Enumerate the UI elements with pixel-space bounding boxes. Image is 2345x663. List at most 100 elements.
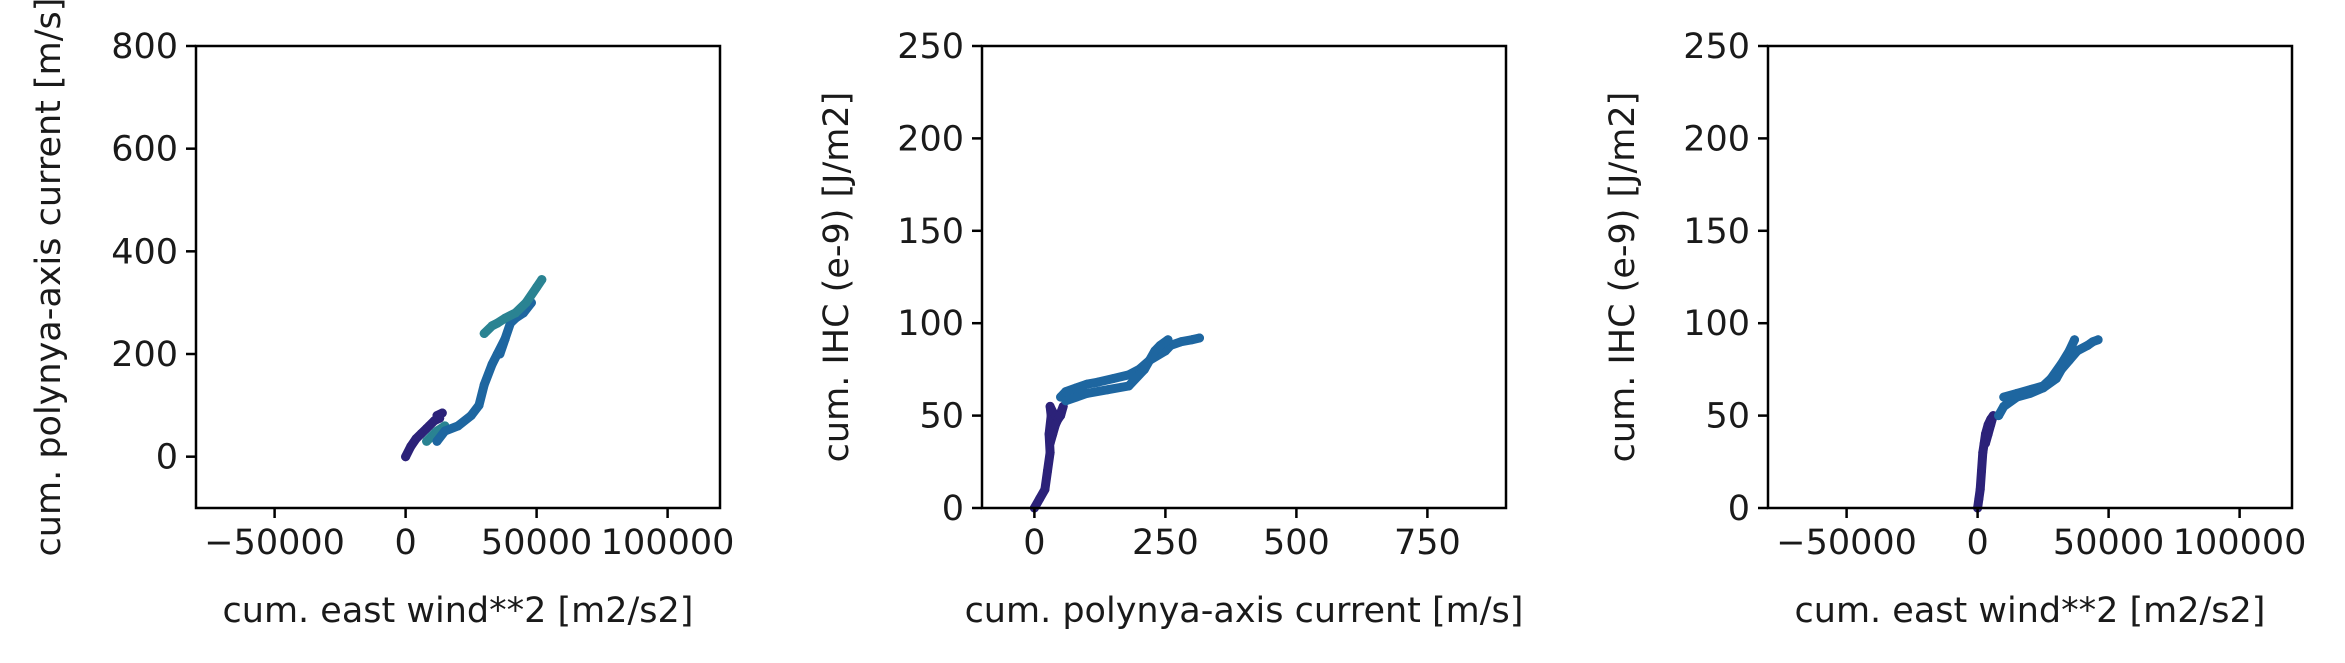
- panel-3-ytick-label: 100: [1683, 304, 1750, 344]
- panel-2-series-3-point: [1163, 335, 1173, 345]
- panel-2-series-1-point: [1055, 411, 1065, 421]
- panel-3-xlabel: cum. east wind**2 [m2/s2]: [1795, 591, 2266, 631]
- panel-1-series-3-point: [495, 349, 505, 359]
- panel-3-series-1-point: [1975, 485, 1985, 494]
- panel-1-series-1-point: [401, 452, 411, 462]
- panel-2: 0 250 500 750 0 50 100 150 200 250 cum. polynya-…: [817, 27, 1523, 631]
- panel-3-series-1-point: [1977, 466, 1986, 476]
- panel-3-series-1-point: [1978, 448, 1988, 458]
- panel-3-ylabel: cum. IHC (e-9) [J/m2]: [1603, 92, 1643, 463]
- panel-2-series-2-point: [1176, 337, 1186, 347]
- panel-2-ytick-label: 200: [897, 119, 964, 159]
- panel-3-series-3-point: [2056, 359, 2066, 369]
- panel-1-ytick-label: 400: [111, 232, 178, 272]
- panel-3-ytick-label: 0: [1728, 489, 1750, 529]
- panel-2-yticks: 0 50 100 150 200 250: [897, 27, 982, 529]
- panel-2-ytick-label: 50: [919, 397, 964, 437]
- panel-1-ytick-label: 800: [111, 27, 178, 67]
- panel-1-series-3-point: [474, 400, 484, 410]
- panel-1-series-3-point: [453, 421, 463, 431]
- panel-2-ytick-label: 250: [897, 27, 964, 67]
- panel-2-series-1-point: [1045, 448, 1055, 458]
- panel-3-series-1-point: [1983, 429, 1993, 439]
- panel-1-xtick-label: 100000: [601, 523, 735, 563]
- panel-3-series-1-point: [1974, 494, 1984, 504]
- panel-1-yticks: 0 200 400 600 800: [111, 27, 196, 478]
- panel-1-series-4-point: [500, 313, 510, 323]
- panel-1-xticks: −50000 0 50000 100000: [204, 508, 734, 563]
- panel-1-series-3-point: [466, 411, 476, 421]
- panel-3-series-2-point: [1999, 401, 2009, 411]
- panel-2-xtick-label: 500: [1263, 523, 1330, 563]
- panel-1-series-4-point: [479, 329, 489, 338]
- panel-2-xtick-label: 750: [1394, 523, 1461, 563]
- panel-3-series-3-point: [2070, 335, 2079, 345]
- panel-2-series-3-point: [1124, 381, 1134, 391]
- panel-1-ytick-label: 0: [156, 438, 178, 478]
- panel-3-ytick-label: 250: [1683, 27, 1750, 67]
- panel-2-series-1-point: [1035, 494, 1045, 504]
- panel-2-ylabel: cum. IHC (e-9) [J/m2]: [817, 92, 857, 463]
- panel-1-series-1-point: [406, 441, 416, 451]
- panel-3-series-3-point: [2046, 374, 2056, 384]
- panel-3-series-3-point: [1999, 392, 2009, 402]
- panel-3-ytick-label: 200: [1683, 119, 1750, 159]
- panel-3-xtick-label: −50000: [1776, 523, 1917, 563]
- panel-3-series-1: [1973, 411, 1998, 513]
- panel-1-xlabel: cum. east wind**2 [m2/s2]: [223, 591, 694, 631]
- panel-1-xtick-label: −50000: [204, 523, 345, 563]
- panel-2-xticks: 0 250 500 750: [1023, 508, 1461, 563]
- panel-1-frame: [194, 44, 722, 510]
- panel-2-series-1-point: [1040, 485, 1050, 494]
- panel-1-series-4-point: [521, 298, 531, 308]
- panel-3-ytick-label: 150: [1683, 212, 1750, 252]
- panel-1-series-3-point: [479, 380, 489, 390]
- panel-2-xlabel: cum. polynya-axis current [m/s]: [965, 591, 1524, 631]
- panel-1-data: [401, 275, 547, 462]
- panel-1-series-3-point: [432, 436, 442, 446]
- panel-1-series-3-point: [487, 359, 497, 369]
- panel-3-series-3-point: [2012, 388, 2022, 398]
- panel-1-series-3-point: [440, 426, 450, 436]
- panel-2-series-3-point: [1103, 385, 1113, 395]
- panel-3-series-1-point: [1981, 438, 1990, 448]
- panel-3-series-3-point: [2038, 381, 2048, 391]
- panel-3-xtick-label: 0: [1966, 523, 1988, 563]
- panel-2-series-1-point: [1043, 466, 1052, 476]
- panel-1-ylabel: cum. polynya-axis current [m/s]: [29, 0, 69, 556]
- panel-2-xtick-label: 250: [1132, 523, 1199, 563]
- panel-3-yticks: 0 50 100 150 200 250: [1683, 27, 1768, 529]
- panel-1-series-4-point: [537, 275, 547, 285]
- panel-2-series-3-point: [1082, 388, 1092, 398]
- panel-3-series-3-point: [2025, 385, 2035, 395]
- panel-2-ytick-label: 0: [942, 489, 964, 529]
- panel-2-series-2-point: [1061, 387, 1071, 397]
- panel-1-series-3-point: [500, 334, 510, 344]
- panel-1-ytick-label: 600: [111, 130, 178, 170]
- panel-1-series-4-point: [511, 308, 521, 318]
- panel-3-ytick-label: 50: [1705, 397, 1750, 437]
- panel-2-series-3-point: [1139, 364, 1149, 374]
- panel-2-series-2-point: [1082, 379, 1092, 389]
- panel-1: −50000 0 50000 100000 0 200 400 600 800 cum. ea…: [29, 0, 734, 631]
- panel-2-data: [1029, 333, 1204, 513]
- panel-2-series-2-point: [1108, 374, 1118, 384]
- panel-1-series-1-point: [437, 408, 447, 418]
- panel-1-series-4-point: [492, 318, 502, 328]
- panel-2-series-2-point: [1195, 333, 1204, 343]
- panel-2-series-1-point: [1048, 429, 1058, 439]
- panel-2-series-2-point: [1187, 335, 1197, 345]
- panel-1-series-3: [432, 298, 536, 446]
- panel-3-xtick-label: 100000: [2173, 523, 2307, 563]
- panel-2-series-1-point: [1045, 438, 1055, 448]
- panel-2-series-3-point: [1061, 396, 1071, 406]
- panel-3-series-2-point: [1994, 411, 2004, 421]
- panel-2-series-3-point: [1155, 340, 1165, 350]
- panel-1-xtick-label: 0: [394, 523, 416, 563]
- panel-3-data: [1973, 335, 2103, 513]
- panel-2-frame: [980, 44, 1508, 510]
- panel-2-ytick-label: 100: [897, 304, 964, 344]
- panel-2-series-2-point: [1071, 383, 1081, 393]
- panel-2-series-2-point: [1092, 377, 1102, 387]
